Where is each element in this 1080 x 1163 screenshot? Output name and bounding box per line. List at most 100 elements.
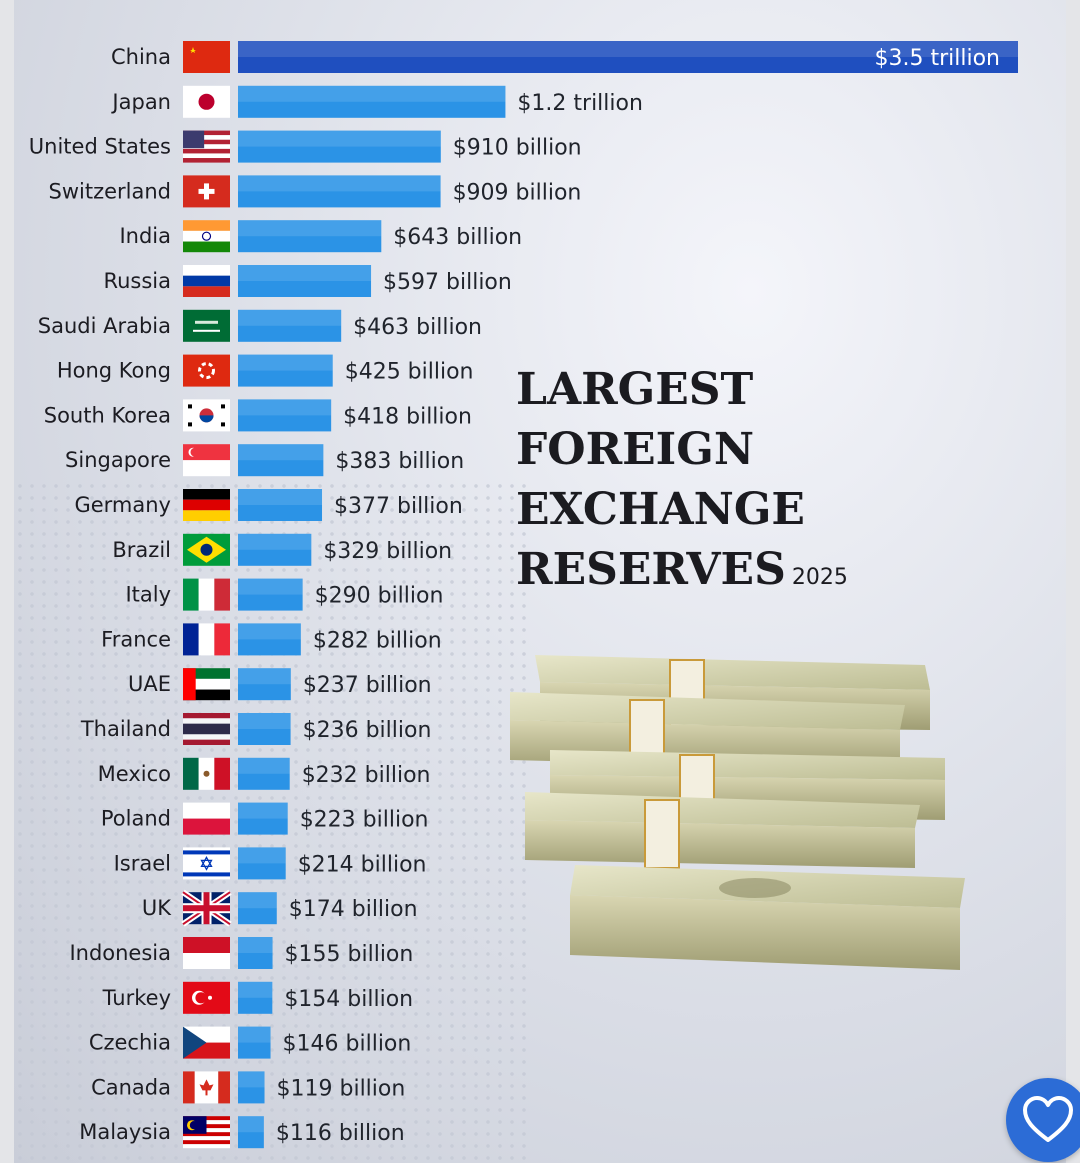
bar: [238, 533, 312, 566]
left-border: [0, 0, 14, 1163]
bar-highlight: [238, 41, 1018, 57]
bar-highlight: [238, 175, 441, 192]
bar: [238, 41, 1018, 73]
bar-highlight: [238, 533, 312, 550]
value-label: $425 billion: [345, 360, 474, 385]
bar: [238, 489, 323, 521]
bar: [238, 623, 301, 656]
money-stack-5: [570, 865, 965, 970]
bar: [238, 265, 372, 297]
country-label: Thailand: [80, 717, 171, 741]
united-states-flag: [183, 130, 230, 163]
country-label: Russia: [103, 269, 171, 293]
value-label: $910 billion: [453, 136, 582, 161]
value-label: $377 billion: [334, 494, 463, 519]
right-border: [1066, 0, 1080, 1163]
bar: [238, 1116, 264, 1149]
bar-highlight: [238, 399, 332, 416]
country-label: Mexico: [98, 762, 171, 786]
germany-flag: [183, 489, 230, 521]
country-label: Japan: [110, 90, 171, 114]
favorite-button[interactable]: [1006, 1078, 1080, 1162]
bar-highlight: [238, 85, 506, 102]
bar: [238, 130, 441, 163]
bar: [238, 1026, 271, 1059]
country-label: Poland: [101, 807, 171, 831]
value-label: $236 billion: [303, 718, 432, 743]
malaysia-flag: [183, 1116, 230, 1149]
russia-flag: [183, 265, 230, 297]
bar-highlight: [238, 309, 342, 326]
bar-highlight: [238, 802, 288, 819]
value-label: $909 billion: [453, 180, 582, 205]
brazil-flag: [183, 533, 230, 566]
value-label: $463 billion: [353, 315, 482, 340]
value-label: $329 billion: [323, 539, 452, 564]
south-korea-flag: [183, 399, 230, 432]
chart-title: LARGEST FOREIGN EXCHANGE RESERVES 2025: [516, 360, 1046, 608]
money-stack-4: [525, 792, 920, 869]
value-label: $174 billion: [289, 897, 418, 922]
bar: [238, 981, 273, 1014]
bar: [238, 578, 303, 611]
country-label: India: [119, 224, 171, 248]
value-label: $1.2 trillion: [517, 91, 643, 116]
value-label: $383 billion: [335, 449, 464, 474]
bar: [238, 847, 286, 880]
bar-highlight: [238, 354, 333, 371]
chart-year: 2025: [791, 565, 848, 590]
india-flag: [183, 220, 230, 253]
country-label: Singapore: [65, 448, 171, 472]
bar: [238, 399, 332, 432]
value-label: $214 billion: [298, 852, 427, 877]
title-line-1: LARGEST: [516, 364, 754, 415]
singapore-flag: [183, 444, 230, 477]
france-flag: [183, 623, 230, 656]
country-label: Malaysia: [79, 1120, 171, 1144]
country-label: South Korea: [44, 403, 171, 427]
mexico-flag: [183, 757, 230, 790]
bar-highlight: [238, 757, 290, 774]
bar-highlight: [238, 1071, 265, 1088]
bar-highlight: [238, 623, 301, 640]
country-label: Italy: [125, 583, 171, 607]
bar-highlight: [238, 892, 277, 909]
bar: [238, 444, 324, 477]
country-label: China: [111, 45, 171, 69]
israel-flag: [183, 847, 230, 880]
value-label: $119 billion: [277, 1076, 406, 1101]
country-label: United States: [29, 135, 171, 159]
value-label: $155 billion: [285, 942, 414, 967]
bar: [238, 668, 291, 701]
italy-flag: [183, 578, 230, 611]
hong-kong-flag: [183, 354, 230, 387]
bar: [238, 354, 333, 387]
bar: [238, 757, 290, 790]
bar: [238, 85, 506, 118]
value-label: $146 billion: [283, 1032, 412, 1057]
value-label: $232 billion: [302, 763, 431, 788]
country-label: UAE: [128, 672, 171, 696]
bar: [238, 713, 291, 745]
bar-highlight: [238, 489, 323, 505]
bar-highlight: [238, 130, 441, 147]
bar-highlight: [238, 847, 286, 864]
bar-highlight: [238, 981, 273, 998]
bar-highlight: [238, 1116, 264, 1133]
thailand-flag: [183, 713, 230, 745]
country-label: Saudi Arabia: [38, 314, 171, 338]
country-label: Germany: [74, 493, 171, 517]
value-label: $3.5 trillion: [874, 46, 1000, 71]
bar: [238, 802, 288, 835]
country-label: Indonesia: [69, 941, 171, 965]
bar: [238, 937, 273, 969]
country-label: Israel: [114, 851, 171, 875]
bar-highlight: [238, 1026, 271, 1043]
title-line-3-text: RESERVES: [516, 544, 786, 595]
bar-highlight: [238, 265, 372, 281]
uae-flag: [183, 668, 230, 701]
bar-highlight: [238, 937, 273, 953]
uk-flag: [181, 889, 232, 927]
bar: [238, 175, 441, 208]
